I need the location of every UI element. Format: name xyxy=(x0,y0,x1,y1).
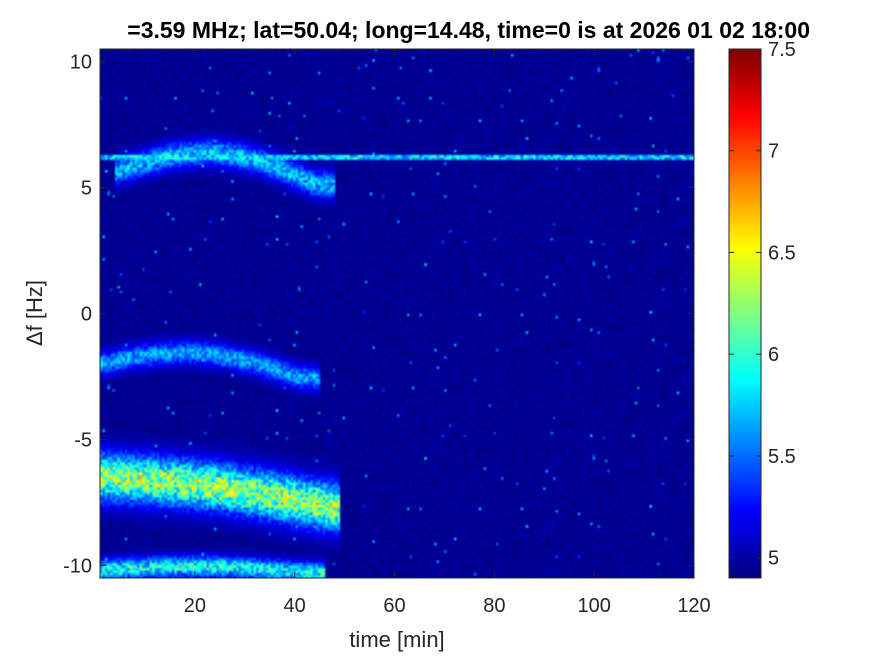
x-axis: 20 40 60 80 100 120 xyxy=(184,49,711,617)
x-axis-label: time [min] xyxy=(349,627,444,652)
x-tick-label: 120 xyxy=(677,595,710,617)
colorbar-tick-label: 7.5 xyxy=(768,39,796,61)
y-axis: -10 -5 0 5 10 xyxy=(63,52,694,577)
x-tick-label: 60 xyxy=(383,595,405,617)
y-tick-label: 5 xyxy=(81,178,92,200)
x-tick-label: 40 xyxy=(284,595,306,617)
y-tick-label: -5 xyxy=(74,429,92,451)
colorbar-frame xyxy=(728,48,762,579)
x-tick-label: 100 xyxy=(577,595,610,617)
x-tick-label: 80 xyxy=(483,595,505,617)
y-tick-label: 0 xyxy=(81,304,92,326)
colorbar-tick-label: 6 xyxy=(768,344,779,366)
colorbar-tick-label: 5 xyxy=(768,548,779,570)
colorbar-tick-label: 5.5 xyxy=(768,446,796,468)
heatmap-image xyxy=(100,49,694,578)
y-axis-label: Δf [Hz] xyxy=(22,280,47,346)
colorbar-tick-label: 6.5 xyxy=(768,242,796,264)
colorbar-ticks: 5 5.5 6 6.5 7 7.5 xyxy=(729,39,796,570)
y-tick-label: 10 xyxy=(70,52,92,74)
y-tick-label: -10 xyxy=(63,555,92,577)
x-tick-label: 20 xyxy=(184,595,206,617)
colorbar: 5 5.5 6 6.5 7 7.5 xyxy=(728,39,796,579)
colorbar-gradient xyxy=(729,49,761,578)
chart-title: =3.59 MHz; lat=50.04; long=14.48, time=0… xyxy=(127,17,810,43)
plot-area xyxy=(99,48,695,579)
colorbar-tick-label: 7 xyxy=(768,141,779,163)
